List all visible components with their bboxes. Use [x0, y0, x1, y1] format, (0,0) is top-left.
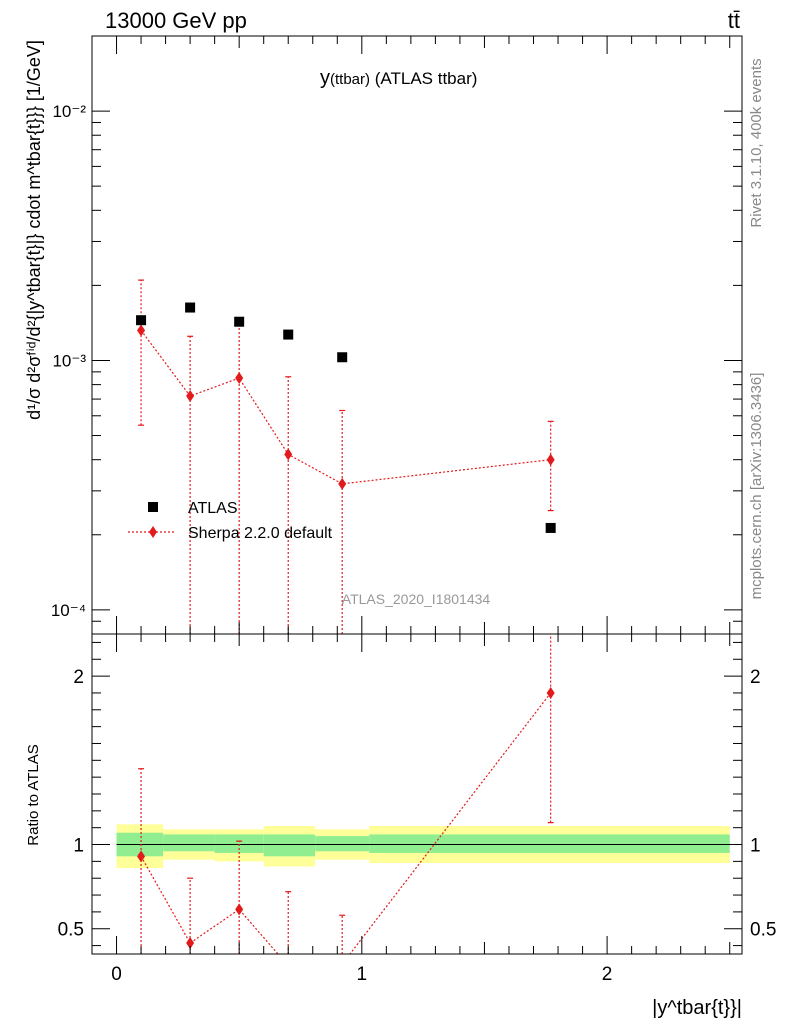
ratio-marks — [137, 634, 555, 954]
atlas-point — [136, 315, 147, 326]
ratio-band-inner — [369, 834, 730, 853]
ratio-y-tick-label-right: 1 — [750, 836, 761, 857]
sherpa-point — [137, 324, 146, 337]
main-panel: 10⁻⁴ 10⁻³ 10⁻² y(ttbar) (ATLAS ttbar) ATLA… — [24, 35, 743, 635]
main-y-tick-label: 10⁻³ — [52, 351, 86, 370]
ratio-y-tick-label: 0.5 — [58, 920, 84, 941]
main-y-axis-label: d¹/σ d²σᶠⁱᵈ/d²{|y^tbar{t}|} cdot m^tbar{… — [24, 40, 44, 420]
main-title-y: y(ttbar) (ATLAS ttbar) — [320, 67, 477, 89]
atlas-point — [185, 302, 196, 313]
atlas-point — [337, 352, 348, 363]
legend-sherpa-label: Sherpa 2.2.0 default — [188, 525, 333, 542]
sherpa-point — [338, 477, 347, 490]
x-axis-label: |y^tbar{t}}| — [652, 997, 742, 1019]
sherpa-line — [140, 330, 551, 485]
x-tick-label: 1 — [357, 964, 368, 985]
ratio-point — [186, 937, 195, 950]
sherpa-point — [284, 448, 293, 461]
ratio-ticks: 0.5 0.5 1 1 2 2 0 1 2 — [58, 634, 776, 985]
main-marks — [136, 279, 556, 634]
atlas-point — [545, 522, 556, 533]
legend-atlas-label: ATLAS — [188, 500, 238, 517]
ratio-band-inner — [214, 834, 264, 853]
sherpa-point — [235, 372, 244, 385]
ratio-frame — [91, 633, 743, 955]
mcplots-info-label: mcplots.cern.ch [arXiv:1306.3436] — [748, 373, 765, 600]
main-frame — [91, 35, 743, 635]
ratio-band-inner — [163, 834, 215, 852]
x-tick-label: 0 — [111, 964, 122, 985]
legend: ATLAS Sherpa 2.2.0 default — [128, 500, 333, 542]
ratio-y-tick-label-right: 2 — [750, 667, 761, 688]
ratio-line — [140, 692, 552, 954]
ratio-band-inner — [263, 834, 316, 857]
ratio-point — [137, 850, 146, 863]
atlas-point — [283, 329, 294, 340]
ratio-band-inner — [315, 836, 370, 852]
ratio-y-tick-label: 1 — [73, 836, 84, 857]
ratio-y-axis-label: Ratio to ATLAS — [25, 744, 42, 845]
atlas-point — [234, 316, 245, 327]
ratio-y-tick-label-right: 0.5 — [750, 920, 776, 941]
ratio-panel: 0.5 0.5 1 1 2 2 0 1 2 Ratio to ATLAS |y^tbar{t}}… — [25, 633, 776, 1019]
main-y-tick-label: 10⁻⁴ — [51, 601, 86, 620]
ratio-y-tick-label: 2 — [73, 667, 84, 688]
sherpa-point — [546, 453, 555, 466]
header-energy-label: 13000 GeV pp — [105, 8, 247, 33]
ratio-point — [235, 903, 244, 916]
watermark-label: ATLAS_2020_I1801434 — [342, 591, 491, 607]
legend-atlas-marker — [148, 502, 158, 512]
ratio-point — [546, 686, 555, 699]
main-y-ticks: 10⁻⁴ 10⁻³ 10⁻² — [51, 35, 742, 635]
ratio-bands — [116, 824, 730, 869]
main-y-tick-label: 10⁻² — [52, 102, 86, 121]
header-process-label: tt̄ — [728, 8, 740, 33]
legend-sherpa-marker — [149, 526, 157, 538]
x-tick-label: 2 — [602, 964, 613, 985]
rivet-info-label: Rivet 3.1.10, 400k events — [748, 58, 765, 227]
sherpa-point — [186, 390, 195, 403]
